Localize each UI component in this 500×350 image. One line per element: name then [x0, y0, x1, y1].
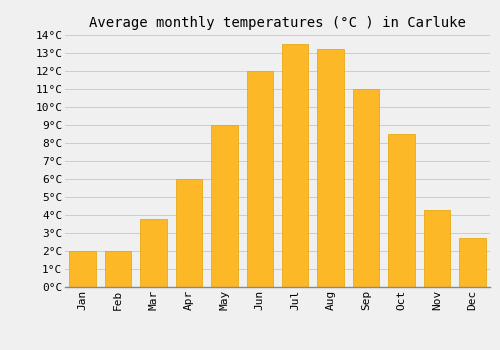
Bar — [140, 219, 167, 287]
Bar — [105, 251, 132, 287]
Bar — [282, 44, 308, 287]
Bar — [459, 238, 485, 287]
Bar — [246, 71, 273, 287]
Bar — [70, 251, 96, 287]
Bar — [388, 134, 414, 287]
Title: Average monthly temperatures (°C ) in Carluke: Average monthly temperatures (°C ) in Ca… — [89, 16, 466, 30]
Bar — [318, 49, 344, 287]
Bar — [176, 179, 202, 287]
Bar — [353, 89, 380, 287]
Bar — [424, 210, 450, 287]
Bar — [211, 125, 238, 287]
